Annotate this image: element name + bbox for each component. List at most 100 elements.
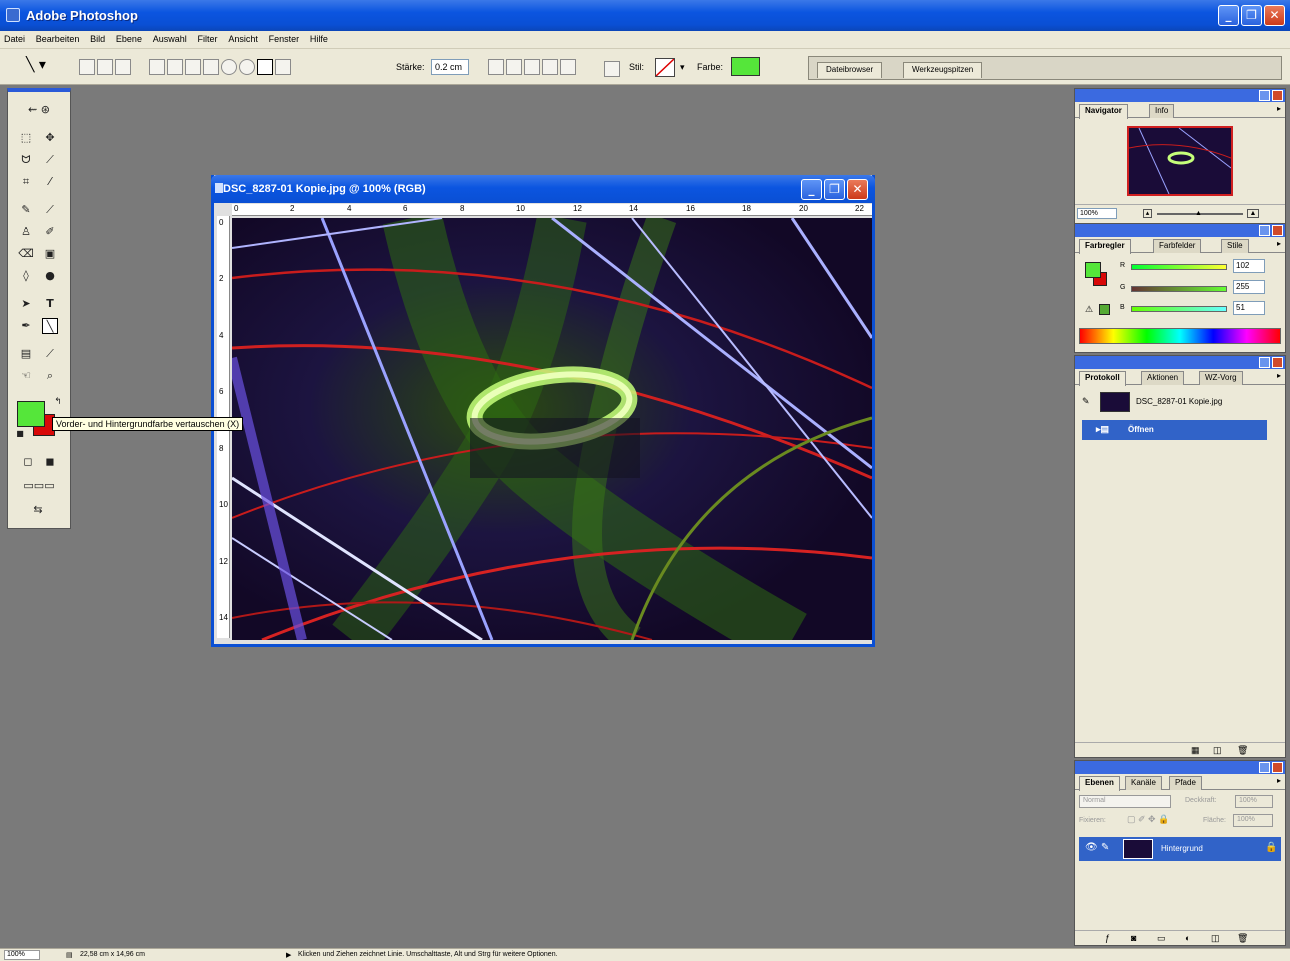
tab-navigator[interactable]: Navigator [1079, 104, 1128, 119]
tab-farbregler[interactable]: Farbregler [1079, 239, 1131, 254]
brush-tool-icon[interactable]: ⟋ [46, 203, 54, 216]
toolbox-header-icon[interactable]: ⇜ ⊛ [28, 103, 50, 116]
panel-minimize-button[interactable] [1259, 225, 1270, 236]
magic-wand-icon[interactable]: ⟋ [46, 153, 54, 166]
new-layer-icon[interactable]: ◫ [1211, 933, 1220, 943]
fill-field[interactable]: 100% [1233, 814, 1273, 827]
farbe-swatch[interactable] [731, 57, 760, 76]
tab-wz-vorg[interactable]: WZ-Vorg [1199, 371, 1243, 385]
crop-tool-icon[interactable]: ⌗ [22, 175, 30, 188]
color-fg-swatch[interactable] [1085, 262, 1101, 278]
history-brush-icon[interactable]: ✐ [45, 225, 55, 238]
add-shape-area-button[interactable] [506, 59, 522, 75]
zoom-tool-icon[interactable]: ⌕ [46, 369, 54, 382]
status-arrow-icon[interactable]: ▶ [286, 952, 292, 959]
panel-menu-icon[interactable]: ▸ [1276, 104, 1281, 113]
hand-tool-icon[interactable]: ☜ [21, 369, 31, 382]
doc-close-button[interactable]: ✕ [847, 179, 868, 200]
layer-row-hintergrund[interactable]: 👁 ✎ Hintergrund 🔒 [1079, 837, 1281, 861]
healing-brush-icon[interactable]: ✎ [21, 203, 31, 216]
exclude-shape-area-button[interactable] [560, 59, 576, 75]
tab-stile[interactable]: Stile [1221, 239, 1249, 253]
new-snapshot-icon[interactable]: ◫ [1213, 745, 1222, 755]
zoom-in-icon[interactable]: ▲ [1247, 209, 1259, 218]
status-size[interactable]: 22,58 cm x 14,96 cm [80, 951, 145, 958]
tab-aktionen[interactable]: Aktionen [1141, 371, 1185, 385]
panel-close-button[interactable] [1272, 225, 1283, 236]
delete-layer-icon[interactable]: 🗑 [1237, 933, 1249, 943]
menu-fenster[interactable]: Fenster [268, 34, 300, 44]
blur-tool-icon[interactable]: ◊ [23, 269, 29, 282]
channel-b-slider[interactable] [1131, 306, 1227, 312]
gamut-swatch[interactable] [1099, 304, 1110, 315]
maximize-button[interactable]: ❐ [1241, 5, 1262, 26]
layer-mask-icon[interactable]: ◙ [1131, 933, 1137, 943]
history-brush-source-icon[interactable]: ✎ [1082, 396, 1090, 406]
menu-bild[interactable]: Bild [90, 34, 106, 44]
new-set-icon[interactable]: ▭ [1157, 933, 1166, 943]
doc-maximize-button[interactable]: ❐ [824, 179, 845, 200]
panel-minimize-button[interactable] [1259, 762, 1270, 773]
tab-kanaele[interactable]: Kanäle [1125, 776, 1162, 790]
swap-colors-icon[interactable]: ↰ [54, 397, 62, 407]
zoom-slider[interactable] [1157, 213, 1243, 215]
default-colors-icon[interactable]: ■ [16, 429, 24, 438]
ellipse-shape-icon[interactable] [221, 59, 237, 75]
zoom-out-icon[interactable]: ▴ [1143, 209, 1152, 218]
pen-tool-icon[interactable] [149, 59, 165, 75]
tab-farbfelder[interactable]: Farbfelder [1153, 239, 1202, 253]
channel-r-slider[interactable] [1131, 264, 1227, 270]
menu-ansicht[interactable]: Ansicht [228, 34, 258, 44]
dodge-tool-icon[interactable]: ● [45, 269, 55, 282]
move-tool-icon[interactable]: ✥ [45, 131, 55, 144]
custom-shape-icon[interactable] [275, 59, 291, 75]
menu-hilfe[interactable]: Hilfe [309, 34, 328, 44]
image-canvas[interactable] [232, 218, 872, 640]
path-mode-button[interactable] [97, 59, 113, 75]
quickmask-mode-icon[interactable]: ◼ [45, 455, 55, 468]
channel-b-value[interactable]: 51 [1233, 301, 1265, 315]
panel-menu-icon[interactable]: ▸ [1276, 776, 1281, 785]
slice-tool-icon[interactable]: ⁄ [49, 175, 51, 188]
navigator-zoom-field[interactable]: 100% [1077, 208, 1117, 219]
rectangle-shape-icon[interactable] [185, 59, 201, 75]
panel-close-button[interactable] [1272, 90, 1283, 101]
style-picker[interactable] [655, 58, 675, 77]
zoom-slider-thumb[interactable]: ▲ [1195, 210, 1202, 217]
panel-minimize-button[interactable] [1259, 357, 1270, 368]
blend-mode-select[interactable]: Normal [1079, 795, 1171, 808]
new-shape-area-button[interactable] [488, 59, 504, 75]
opacity-field[interactable]: 100% [1235, 795, 1273, 808]
line-shape-icon[interactable] [257, 59, 273, 75]
history-step-row[interactable]: ▸▤ Öffnen [1082, 420, 1267, 440]
polygon-shape-icon[interactable] [239, 59, 255, 75]
menu-bearbeiten[interactable]: Bearbeiten [35, 34, 80, 44]
navigator-thumbnail[interactable] [1127, 126, 1233, 196]
style-dropdown-icon[interactable]: ▾ [680, 62, 685, 72]
tab-werkzeugspitzen[interactable]: Werkzeugspitzen [903, 62, 983, 78]
shape-layer-mode-button[interactable] [79, 59, 95, 75]
staerke-input[interactable]: 0.2 cm [431, 59, 469, 75]
trash-icon[interactable]: 🗑 [1237, 745, 1249, 755]
menu-datei[interactable]: Datei [4, 34, 26, 44]
panel-menu-icon[interactable]: ▸ [1276, 239, 1281, 248]
freeform-pen-icon[interactable] [167, 59, 183, 75]
menu-ebene[interactable]: Ebene [115, 34, 142, 44]
history-snapshot-row[interactable]: ✎ DSC_8287-01 Kopie.jpg [1082, 392, 1267, 412]
standard-mode-icon[interactable]: ◻ [23, 455, 33, 468]
lasso-tool-icon[interactable]: ᗢ [21, 153, 31, 166]
clone-stamp-icon[interactable]: ♙ [21, 225, 31, 238]
tab-info[interactable]: Info [1149, 104, 1175, 118]
menu-auswahl[interactable]: Auswahl [152, 34, 187, 44]
panel-close-button[interactable] [1272, 357, 1283, 368]
notes-tool-icon[interactable]: ▤ [20, 347, 32, 360]
rounded-rectangle-icon[interactable] [203, 59, 219, 75]
link-layer-icon[interactable] [604, 61, 620, 77]
channel-g-value[interactable]: 255 [1233, 280, 1265, 294]
new-document-from-state-icon[interactable]: ▦ [1191, 745, 1200, 755]
foreground-color[interactable] [17, 401, 45, 427]
lock-icons[interactable]: ▢ ✐ ✥ 🔒 [1127, 814, 1170, 824]
eyedropper-tool-icon[interactable]: ⟋ [46, 347, 54, 360]
path-selection-icon[interactable]: ➤ [21, 297, 31, 310]
pen-tool-icon[interactable]: ✒ [21, 319, 31, 332]
